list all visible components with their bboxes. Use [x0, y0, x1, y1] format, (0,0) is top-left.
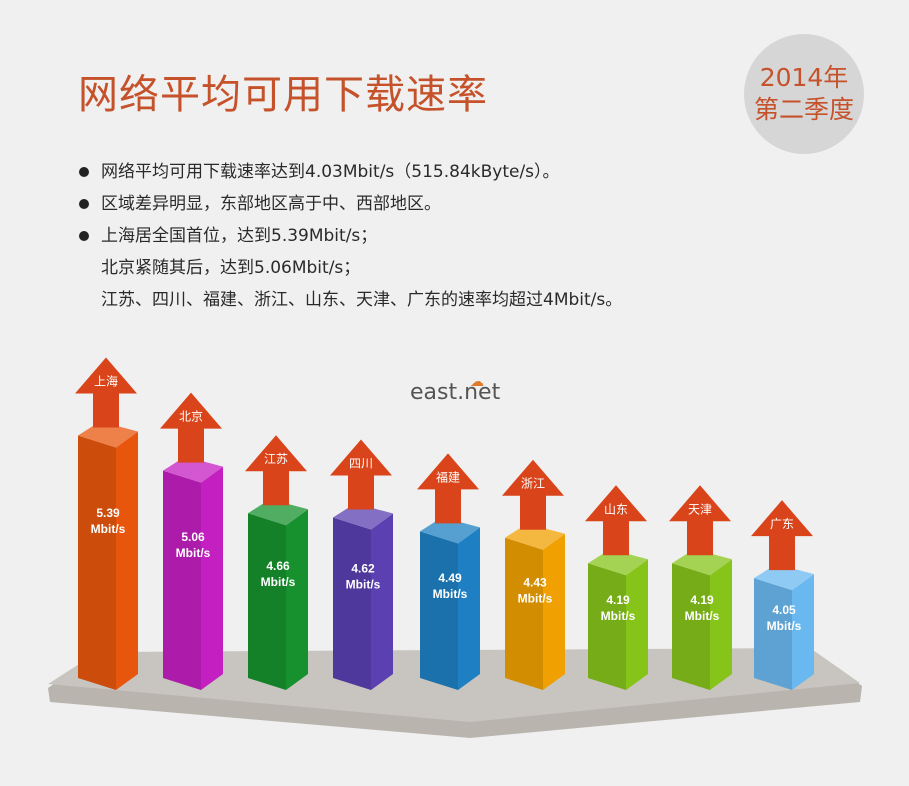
bar: 4.66 Mbit/s 江苏 — [245, 435, 308, 690]
bar: 4.49 Mbit/s 福建 — [417, 453, 480, 690]
bar-top — [248, 499, 308, 526]
bar-top — [505, 523, 565, 550]
arrow-icon — [75, 357, 137, 428]
bar-side — [201, 466, 223, 690]
bar-unit-label: Mbit/s — [685, 609, 720, 623]
bar: 4.62 Mbit/s 四川 — [330, 439, 393, 690]
bullet-dot-icon — [79, 231, 89, 241]
bar: 4.19 Mbit/s 天津 — [669, 485, 732, 690]
bar-side — [371, 513, 393, 690]
bar: 5.06 Mbit/s 北京 — [160, 392, 223, 690]
bullet-dot-icon — [79, 199, 89, 209]
category-label: 天津 — [688, 502, 712, 516]
arrow-icon — [330, 439, 392, 510]
arrow-icon — [585, 485, 647, 556]
bar-side — [116, 431, 138, 690]
bullet-dot-icon — [79, 167, 89, 177]
cloud-icon: ☁ — [470, 374, 484, 390]
category-label: 上海 — [94, 373, 118, 388]
summary-text: 区域差异明显，东部地区高于中、西部地区。 — [101, 194, 441, 214]
bar-front — [248, 513, 286, 690]
bar-front — [505, 537, 543, 690]
bar-unit-label: Mbit/s — [518, 591, 553, 605]
bar-unit-label: Mbit/s — [91, 522, 126, 536]
bar-side — [710, 559, 732, 690]
summary-item: 网络平均可用下载速率达到4.03Mbit/s（515.84kByte/s）。 — [78, 156, 878, 188]
bar-value-label: 4.66 — [266, 559, 290, 573]
bar-top — [78, 421, 138, 448]
bar-top — [588, 549, 648, 576]
summary-subline: 北京紧随其后，达到5.06Mbit/s； — [101, 258, 361, 278]
summary-item: 区域差异明显，东部地区高于中、西部地区。 — [78, 188, 878, 220]
bar: 5.39 Mbit/s 上海 — [75, 357, 138, 690]
arrow-icon — [245, 435, 307, 506]
bar-front — [420, 531, 458, 690]
bar-value-label: 4.49 — [438, 571, 462, 585]
bar-side — [458, 527, 480, 690]
category-label: 浙江 — [521, 477, 545, 491]
bar: 4.05 Mbit/s 广东 — [751, 500, 814, 690]
summary-text: 上海居全国首位，达到5.39Mbit/s； — [101, 226, 378, 246]
bar-value-label: 4.05 — [772, 603, 796, 617]
bar-front — [754, 578, 792, 690]
bar-top — [420, 517, 480, 544]
period-badge: 2014年 第二季度 — [744, 34, 864, 154]
bar-side — [286, 509, 308, 690]
bar-front — [78, 435, 116, 690]
bar-value-label: 4.62 — [351, 562, 375, 576]
arrow-icon — [751, 500, 813, 571]
category-label: 山东 — [604, 502, 628, 516]
bar-unit-label: Mbit/s — [767, 619, 802, 633]
category-label: 四川 — [349, 456, 373, 470]
summary-text: 网络平均可用下载速率达到4.03Mbit/s（515.84kByte/s）。 — [101, 162, 560, 182]
arrow-icon — [417, 453, 479, 524]
bar-side — [543, 533, 565, 690]
bar-unit-label: Mbit/s — [433, 587, 468, 601]
category-label: 江苏 — [264, 452, 288, 466]
page-title: 网络平均可用下载速率 — [78, 72, 488, 118]
category-label: 广东 — [770, 517, 794, 531]
summary-item: 上海居全国首位，达到5.39Mbit/s； — [78, 220, 878, 252]
bar: 4.43 Mbit/s 浙江 — [502, 459, 565, 690]
bar-side — [792, 574, 814, 690]
arrow-icon — [160, 392, 222, 463]
bar-side — [626, 559, 648, 690]
bar-front — [163, 470, 201, 690]
bar-top — [163, 456, 223, 483]
bar-top — [672, 549, 732, 576]
bar-value-label: 5.39 — [96, 506, 120, 520]
summary-list: 网络平均可用下载速率达到4.03Mbit/s（515.84kByte/s）。 区… — [78, 156, 878, 316]
bar-front — [588, 563, 626, 690]
bar-front — [672, 563, 710, 690]
bar-unit-label: Mbit/s — [261, 575, 296, 589]
bar-unit-label: Mbit/s — [176, 546, 211, 560]
bar-value-label: 4.19 — [606, 593, 630, 607]
brand-logo: east.net ☁ — [410, 374, 501, 405]
bar-top — [754, 564, 814, 591]
bar-value-label: 4.43 — [523, 575, 547, 589]
arrow-icon — [669, 485, 731, 556]
bar-value-label: 5.06 — [181, 530, 205, 544]
category-label: 福建 — [436, 469, 460, 484]
bar-unit-label: Mbit/s — [601, 609, 636, 623]
badge-year: 2014年 — [759, 63, 849, 92]
arrow-icon — [502, 459, 564, 530]
bar-top — [333, 503, 393, 530]
bar-value-label: 4.19 — [690, 593, 714, 607]
bar: 4.19 Mbit/s 山东 — [585, 485, 648, 690]
summary-subline: 江苏、四川、福建、浙江、山东、天津、广东的速率均超过4Mbit/s。 — [101, 290, 623, 310]
bar-front — [333, 517, 371, 690]
bar-unit-label: Mbit/s — [346, 578, 381, 592]
category-label: 北京 — [179, 410, 203, 424]
badge-quarter: 第二季度 — [753, 95, 854, 124]
logo-text: east.net — [410, 380, 501, 405]
